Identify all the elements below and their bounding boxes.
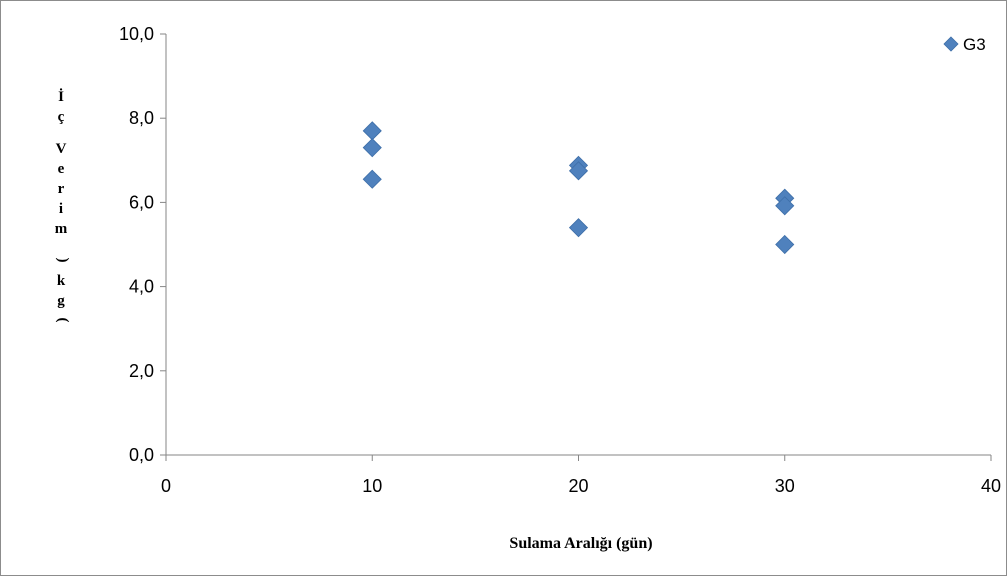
x-axis-title: Sulama Aralığı (gün) (509, 535, 652, 552)
data-point (362, 121, 382, 141)
y-axis-title-char: V (56, 141, 67, 157)
y-tick-label: 10,0 (119, 24, 154, 44)
y-tick-label: 6,0 (129, 192, 154, 212)
data-point (775, 196, 795, 216)
axes (160, 33, 992, 461)
y-axis-title-char: İ (58, 88, 64, 105)
x-tick-label: 40 (981, 476, 1001, 496)
y-tick-label: 8,0 (129, 108, 154, 128)
y-tick-label: 4,0 (129, 277, 154, 297)
y-axis-title-char: k (57, 273, 66, 289)
y-axis-title-char: m (55, 221, 68, 237)
y-axis-title-char: ) (54, 318, 70, 323)
legend: G3 (943, 35, 986, 54)
x-tick-label: 0 (161, 476, 171, 496)
x-tick-label: 10 (362, 476, 382, 496)
y-tick-label: 2,0 (129, 361, 154, 381)
x-tick-label: 20 (568, 476, 588, 496)
data-points (362, 121, 795, 255)
tick-labels: 0,0 2,0 4,0 6,0 8,0 10,0 0 10 20 30 40 (119, 24, 1001, 496)
x-axis-title-group: Sulama Aralığı (gün) (509, 535, 652, 552)
y-axis-title-char: i (59, 201, 63, 217)
y-axis-title-char: r (58, 181, 65, 197)
data-point (362, 138, 382, 158)
y-axis-title-char: e (58, 161, 65, 177)
data-point (568, 218, 589, 238)
data-point (362, 169, 382, 189)
y-axis-title-char: ( (54, 258, 70, 263)
legend-marker (943, 36, 959, 52)
data-point (775, 234, 795, 255)
y-axis-title-char: ç (58, 109, 65, 125)
legend-label: G3 (963, 35, 986, 54)
data-point (568, 161, 589, 181)
y-axis-title-char: g (57, 293, 65, 309)
x-tick-label: 30 (775, 476, 795, 496)
y-tick-label: 0,0 (129, 445, 154, 465)
